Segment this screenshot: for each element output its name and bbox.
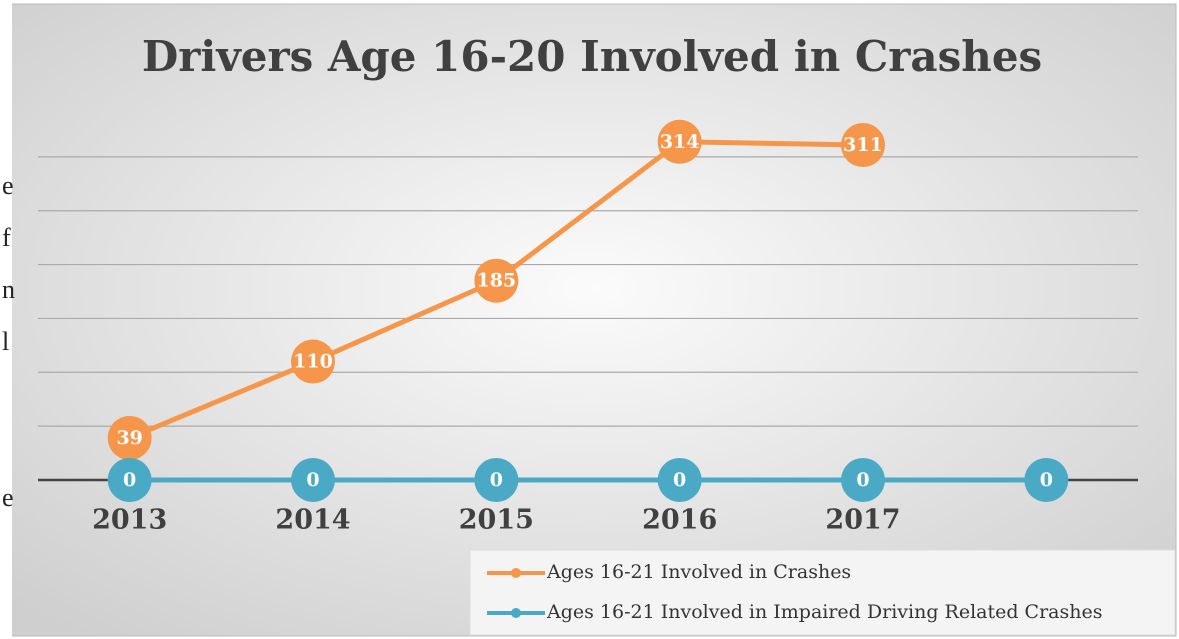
data-label: 0 <box>856 469 869 491</box>
data-label: 311 <box>843 134 883 156</box>
data-label: 0 <box>123 469 136 491</box>
point-marker <box>107 458 152 502</box>
point-marker <box>107 415 152 460</box>
legend-marker <box>511 568 521 578</box>
point-marker <box>657 119 702 164</box>
data-label: 0 <box>1040 469 1053 491</box>
side-text: l <box>2 327 9 356</box>
legend-marker <box>511 608 521 618</box>
point-marker <box>841 123 885 168</box>
x-tick-label: 2014 <box>275 505 350 536</box>
point-marker <box>291 339 335 384</box>
legend-label: Ages 16-21 Involved in Impaired Driving … <box>546 601 1102 623</box>
data-label: 0 <box>306 469 319 491</box>
x-tick-label: 2015 <box>459 505 534 536</box>
legend-box <box>469 549 1176 636</box>
point-marker <box>474 258 519 303</box>
data-label: 0 <box>490 469 503 491</box>
page-margin <box>0 0 12 639</box>
chart-background <box>9 3 1177 637</box>
point-marker <box>657 458 702 502</box>
point-marker <box>474 458 519 502</box>
x-tick-label: 2016 <box>642 505 717 536</box>
side-text: n <box>2 275 15 304</box>
data-label: 185 <box>476 270 516 292</box>
data-label: 314 <box>660 131 700 153</box>
chart-title: Drivers Age 16-20 Involved in Crashes <box>142 32 1042 81</box>
data-label: 110 <box>293 351 333 373</box>
x-tick-label: 2013 <box>92 505 167 536</box>
side-text: e <box>2 483 14 512</box>
side-text: f <box>2 223 11 252</box>
data-label: 0 <box>673 469 686 491</box>
data-label: 39 <box>116 427 142 449</box>
point-marker <box>1024 458 1069 502</box>
x-tick-label: 2017 <box>825 505 900 536</box>
point-marker <box>291 458 335 502</box>
legend-label: Ages 16-21 Involved in Crashes <box>546 561 851 583</box>
point-marker <box>841 458 885 502</box>
side-text: e <box>2 171 14 200</box>
